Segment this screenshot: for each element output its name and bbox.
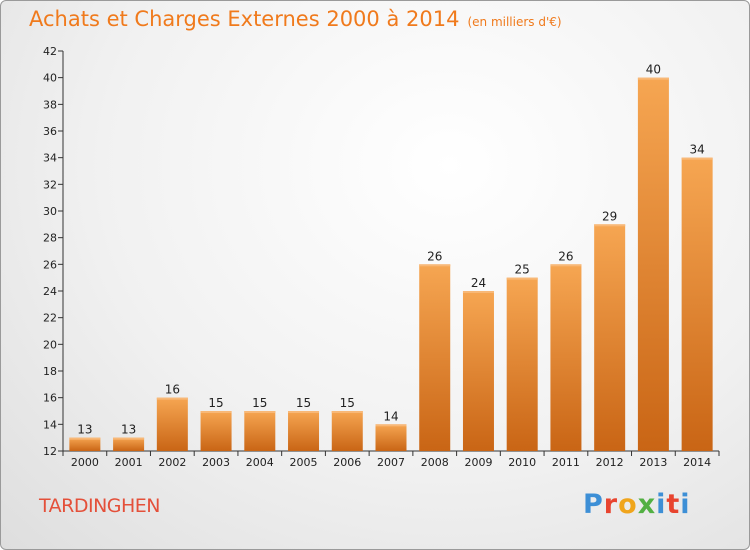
x-tick-label: 2006 — [333, 456, 361, 469]
y-tick-label: 16 — [43, 392, 57, 405]
bar-top-highlight — [244, 411, 276, 413]
commune-name: TARDINGHEN — [39, 495, 161, 517]
bar — [200, 411, 232, 451]
bar-value-label: 15 — [340, 396, 355, 410]
bar — [419, 264, 451, 451]
x-tick-label: 2004 — [246, 456, 274, 469]
x-tick-label: 2002 — [158, 456, 186, 469]
bar-top-highlight — [156, 397, 188, 400]
bar — [113, 437, 145, 451]
y-tick-label: 34 — [43, 152, 57, 165]
x-tick-label: 2007 — [377, 456, 405, 469]
bar — [331, 411, 363, 451]
x-tick-label: 2001 — [115, 456, 143, 469]
y-tick-label: 12 — [43, 445, 57, 458]
bar — [506, 277, 538, 451]
y-tick-label: 14 — [43, 418, 57, 431]
proxiti-logo: Proxiti — [583, 489, 691, 520]
y-tick-label: 24 — [43, 285, 57, 298]
bar-top-highlight — [594, 224, 626, 227]
x-tick-label: 2005 — [290, 456, 318, 469]
y-tick-label: 36 — [43, 125, 57, 138]
y-tick-label: 26 — [43, 258, 57, 271]
y-tick-label: 22 — [43, 312, 57, 325]
x-tick-label: 2013 — [639, 456, 667, 469]
x-tick-label: 2014 — [683, 456, 711, 469]
bar — [156, 397, 188, 451]
bar-value-label: 40 — [646, 63, 661, 77]
bar — [681, 157, 713, 451]
bar-top-highlight — [550, 264, 582, 267]
bar-top-highlight — [69, 437, 101, 440]
bar-top-highlight — [637, 77, 669, 80]
bar — [594, 224, 626, 451]
bar-top-highlight — [331, 411, 363, 413]
y-tick-label: 20 — [43, 338, 57, 351]
y-tick-label: 18 — [43, 365, 57, 378]
bar-top-highlight — [462, 291, 494, 293]
bar-top-highlight — [375, 424, 407, 427]
y-tick-label: 28 — [43, 232, 57, 245]
x-tick-label: 2000 — [71, 456, 99, 469]
chart-title: Achats et Charges Externes 2000 à 2014 (e… — [29, 7, 562, 31]
x-tick-label: 2009 — [464, 456, 492, 469]
bar-value-label: 26 — [427, 249, 442, 263]
bar-top-highlight — [200, 411, 232, 413]
bar-value-label: 14 — [383, 409, 398, 423]
bar-value-label: 29 — [602, 209, 617, 223]
y-tick-label: 38 — [43, 98, 57, 111]
bar-value-label: 26 — [558, 249, 573, 263]
bars-group: 13 13 16 15 15 15 15 14 26 24 25 26 29 40 34 — [69, 63, 713, 452]
bar-top-highlight — [681, 157, 713, 160]
bar-value-label: 15 — [208, 396, 223, 410]
y-tick-label: 30 — [43, 205, 57, 218]
bar-top-highlight — [113, 437, 145, 440]
y-tick-label: 42 — [43, 45, 57, 58]
bar-value-label: 13 — [77, 423, 92, 437]
bar — [550, 264, 582, 451]
bar-value-label: 15 — [296, 396, 311, 410]
x-tick-label: 2003 — [202, 456, 230, 469]
bar-value-label: 34 — [689, 143, 704, 157]
bar — [69, 437, 101, 451]
x-axis: 2000 2001 2002 2003 2004 2005 2006 2007 2008 2009… — [62, 450, 720, 469]
bar — [462, 291, 494, 451]
y-tick-label: 40 — [43, 72, 57, 85]
y-tick-label: 32 — [43, 178, 57, 191]
bar-value-label: 16 — [165, 383, 180, 397]
bar — [375, 424, 407, 451]
bar — [637, 77, 669, 452]
bar-value-label: 25 — [515, 263, 530, 277]
bar — [288, 411, 320, 451]
bar-value-label: 24 — [471, 276, 486, 290]
bar — [244, 411, 276, 451]
bar-value-label: 15 — [252, 396, 267, 410]
bar-top-highlight — [288, 411, 320, 413]
y-axis: 12 14 16 18 20 22 24 26 28 30 32 34 36 38 40 42 — [43, 45, 64, 458]
bar-top-highlight — [419, 264, 451, 267]
x-tick-label: 2011 — [552, 456, 580, 469]
x-tick-label: 2012 — [596, 456, 624, 469]
bar-value-label: 13 — [121, 423, 136, 437]
bar-top-highlight — [506, 277, 538, 280]
x-tick-label: 2008 — [421, 456, 449, 469]
chart-subtitle: (en milliers d'€) — [467, 15, 562, 29]
x-tick-label: 2010 — [508, 456, 536, 469]
